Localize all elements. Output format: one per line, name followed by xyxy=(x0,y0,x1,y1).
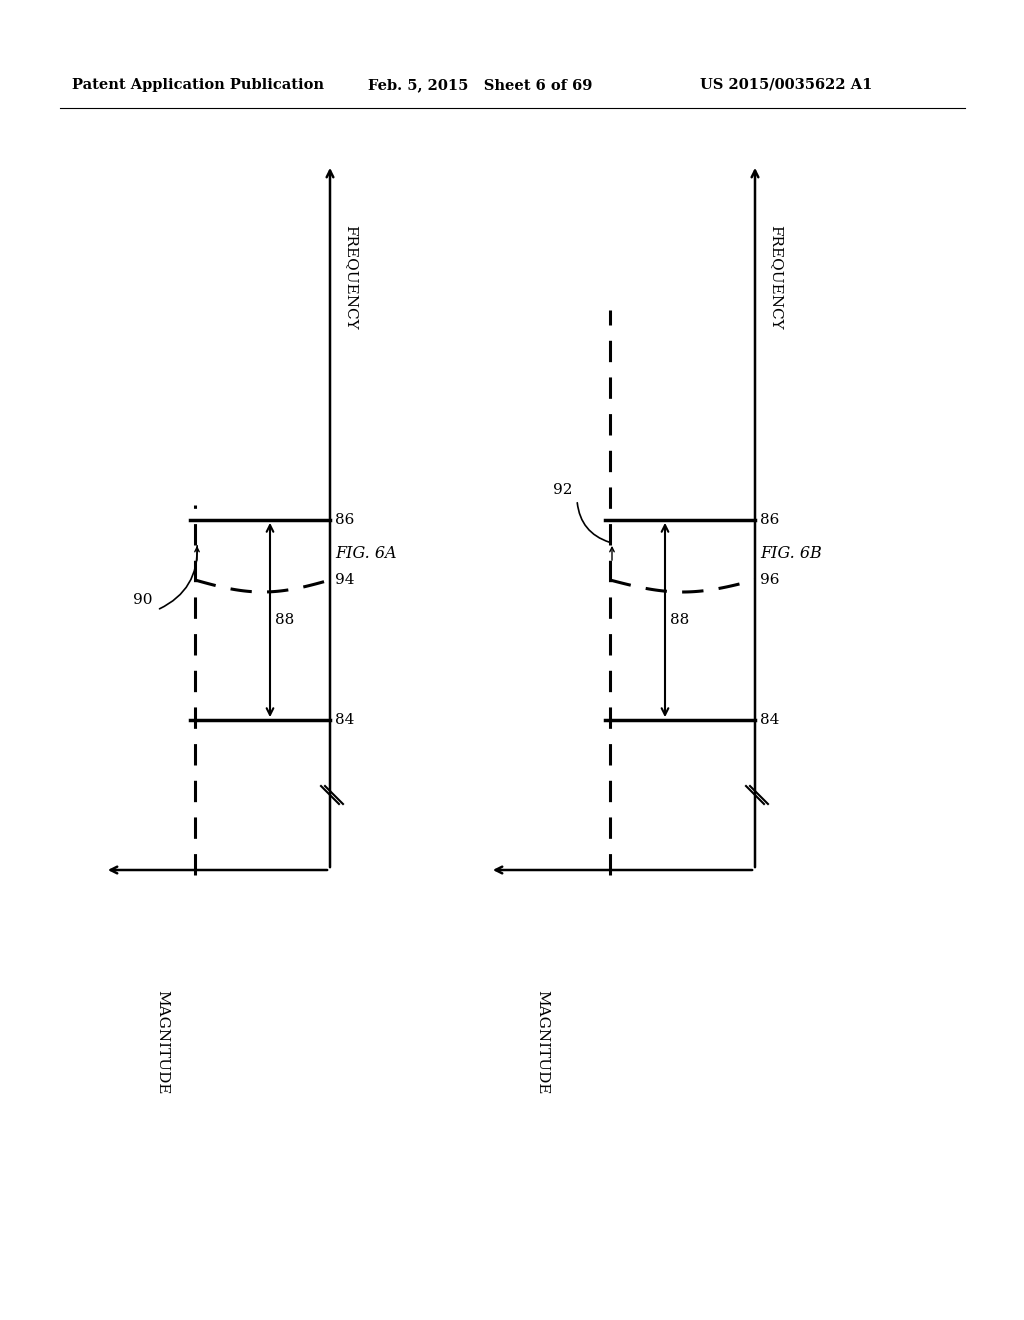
Text: 88: 88 xyxy=(275,612,294,627)
Text: 92: 92 xyxy=(553,483,572,498)
Text: US 2015/0035622 A1: US 2015/0035622 A1 xyxy=(700,78,872,92)
Text: 86: 86 xyxy=(335,513,354,527)
Text: Feb. 5, 2015   Sheet 6 of 69: Feb. 5, 2015 Sheet 6 of 69 xyxy=(368,78,592,92)
Text: FIG. 6B: FIG. 6B xyxy=(760,545,821,562)
Text: 86: 86 xyxy=(760,513,779,527)
Text: 94: 94 xyxy=(335,573,354,587)
Text: FREQUENCY: FREQUENCY xyxy=(769,224,783,330)
Text: 96: 96 xyxy=(760,573,779,587)
Text: FIG. 6A: FIG. 6A xyxy=(335,545,396,562)
Text: MAGNITUDE: MAGNITUDE xyxy=(535,990,549,1094)
Text: 90: 90 xyxy=(132,593,152,607)
Text: MAGNITUDE: MAGNITUDE xyxy=(155,990,169,1094)
Text: 88: 88 xyxy=(670,612,689,627)
Text: FREQUENCY: FREQUENCY xyxy=(344,224,358,330)
Text: 84: 84 xyxy=(760,713,779,727)
Text: Patent Application Publication: Patent Application Publication xyxy=(72,78,324,92)
Text: 84: 84 xyxy=(335,713,354,727)
